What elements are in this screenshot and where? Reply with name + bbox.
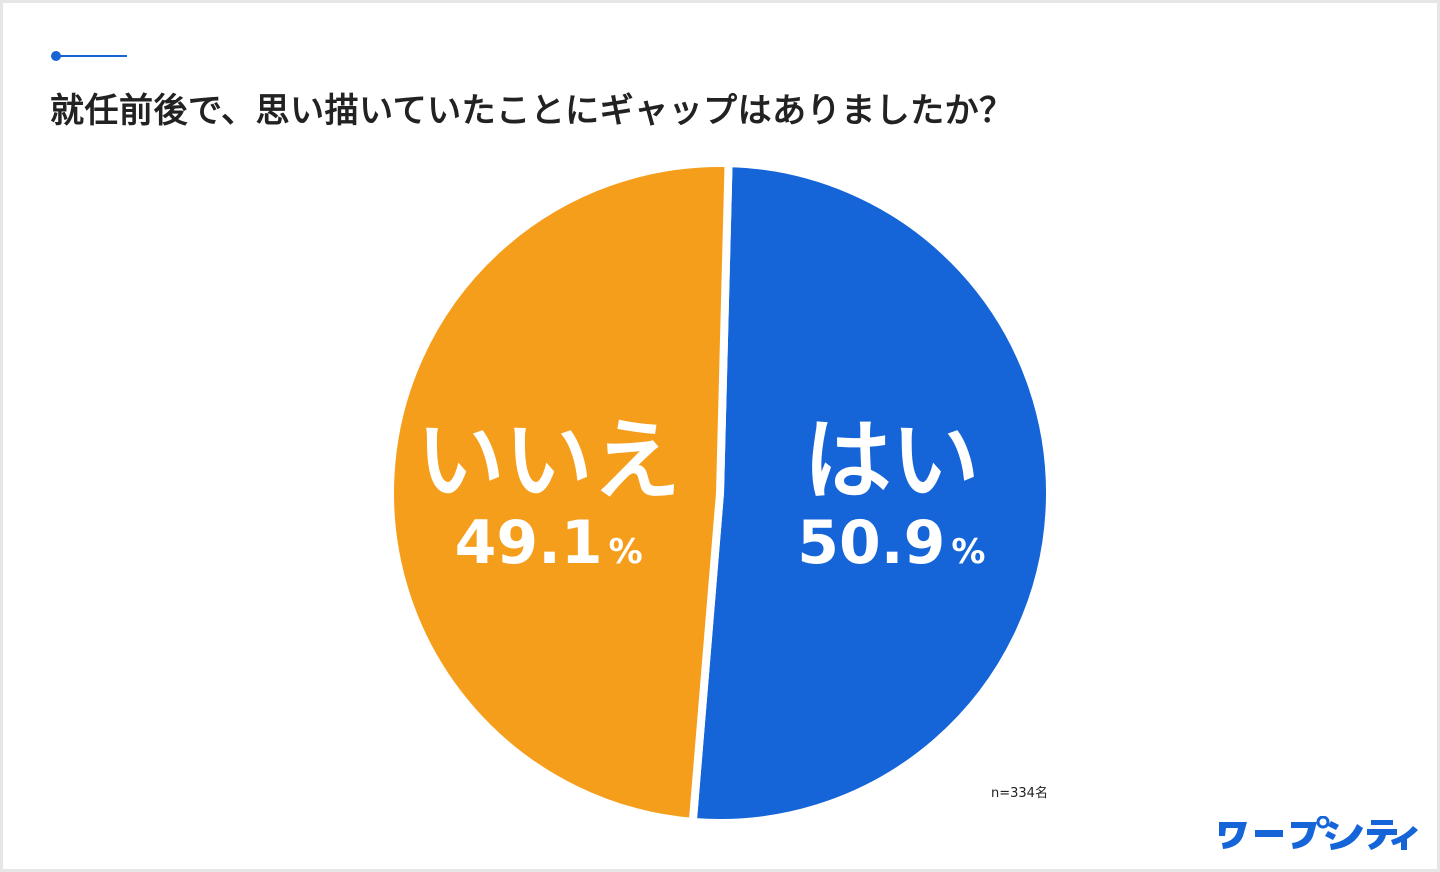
title-accent-line [57, 55, 127, 57]
title-accent [51, 51, 127, 61]
brand-logo-mark [1219, 816, 1418, 850]
chart-card: 就任前後で、思い描いていたことにギャップはありましたか？ はい 50.9% いいえ 4… [3, 3, 1437, 869]
slice-label-yes: はい [803, 409, 979, 512]
brand-logo [1219, 816, 1418, 850]
pie-slice-no [386, 159, 733, 826]
title-accent-dot [51, 51, 61, 61]
pie-slice-yes [688, 159, 1055, 827]
slice-value-no: 49.1% [455, 508, 643, 578]
sample-size-note: n=334名 [991, 786, 1048, 801]
chart-title: 就任前後で、思い描いていたことにギャップはありましたか？ [50, 91, 1014, 131]
slice-value-yes: 50.9% [797, 508, 985, 578]
slice-label-no: いいえ [417, 409, 681, 512]
